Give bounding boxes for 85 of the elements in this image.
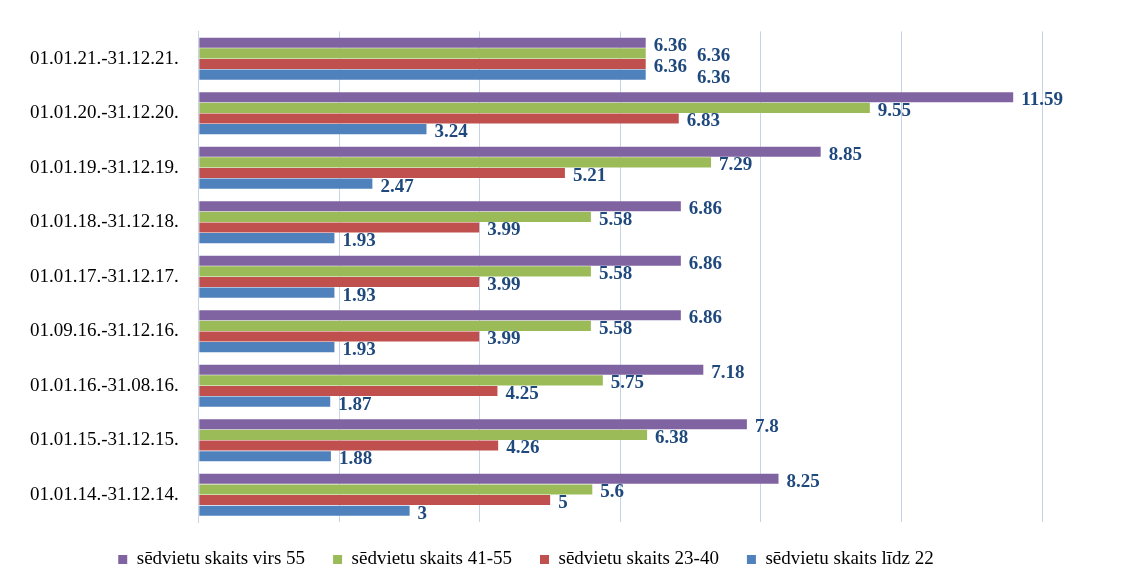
bar — [199, 113, 679, 124]
bar — [199, 255, 681, 266]
bar — [199, 495, 551, 506]
data-label: 5 — [558, 490, 568, 512]
data-label: 6.86 — [688, 197, 723, 219]
data-label: 7.29 — [719, 153, 753, 175]
data-label: 11.59 — [1021, 88, 1063, 110]
legend-label: sēdvietu skaits līdz 22 — [765, 547, 934, 569]
data-label: 6.36 — [696, 65, 731, 87]
data-label: 3.99 — [487, 272, 521, 294]
bar — [199, 178, 373, 189]
data-label: 1.93 — [342, 229, 376, 251]
data-label: 5.58 — [598, 207, 633, 229]
bar — [199, 287, 335, 298]
legend-label: sēdvietu skaits virs 55 — [136, 547, 306, 569]
data-label: 7.18 — [711, 360, 745, 382]
data-label: 5.75 — [610, 371, 645, 393]
bar — [199, 375, 603, 386]
bar — [199, 211, 591, 222]
bar — [199, 222, 480, 233]
data-label: 5.6 — [600, 480, 625, 502]
data-label: 4.26 — [506, 436, 540, 458]
data-label: 4.25 — [505, 381, 539, 403]
legend-label: sēdvietu skaits 41-55 — [351, 547, 513, 569]
data-label: 1.93 — [342, 338, 376, 360]
data-label: 8.25 — [786, 469, 820, 491]
legend-label: sēdvietu skaits 23-40 — [558, 547, 719, 569]
data-label: 8.85 — [828, 142, 862, 164]
bar — [199, 473, 779, 484]
data-label: 1.87 — [338, 392, 372, 414]
bar — [199, 233, 335, 244]
data-label: 3.99 — [487, 218, 521, 240]
data-label: 6.36 — [653, 54, 687, 76]
bar — [199, 440, 499, 451]
data-label: 9.55 — [877, 98, 912, 120]
bar — [199, 505, 410, 516]
bar — [199, 37, 646, 48]
bar — [199, 276, 480, 288]
data-label: 6.36 — [653, 33, 687, 55]
y-tick-label: 01.01.18.-31.12.18. — [30, 210, 179, 232]
y-tick-label: 01.01.19.-31.12.19. — [30, 155, 179, 177]
bar — [199, 419, 747, 430]
bar — [199, 484, 593, 495]
data-label: 3.24 — [434, 120, 469, 142]
bar — [199, 48, 646, 59]
bar — [199, 69, 646, 80]
bar — [199, 396, 331, 407]
data-label: 3.99 — [487, 327, 521, 349]
data-label: 7.8 — [754, 415, 779, 437]
y-tick-label: 01.01.16.-31.08.16. — [30, 373, 179, 395]
bar — [199, 310, 681, 321]
y-tick-label: 01.01.17.-31.12.17. — [30, 264, 179, 286]
bar — [199, 429, 648, 440]
bar — [199, 385, 498, 397]
bar — [199, 451, 331, 462]
bar — [199, 157, 712, 168]
bar — [199, 146, 821, 157]
bar — [199, 102, 870, 113]
bar — [199, 364, 704, 375]
data-label: 5.21 — [572, 163, 607, 185]
data-label: 3 — [417, 501, 428, 523]
data-label: 5.58 — [598, 262, 633, 284]
bar — [199, 167, 565, 179]
data-label: 1.88 — [338, 447, 373, 469]
bar — [199, 342, 335, 353]
data-label: 6.86 — [688, 306, 723, 328]
bar — [199, 92, 1014, 103]
data-label: 5.58 — [598, 316, 633, 338]
y-tick-label: 01.09.16.-31.12.16. — [30, 319, 179, 341]
y-tick-label: 01.01.20.-31.12.20. — [30, 101, 179, 123]
bar — [199, 331, 480, 342]
y-tick-label: 01.01.21.-31.12.21. — [30, 46, 179, 68]
data-label: 2.47 — [380, 174, 415, 196]
bar — [199, 266, 591, 277]
data-label: 6.36 — [696, 44, 731, 66]
data-label: 6.83 — [686, 109, 720, 131]
bar — [199, 58, 646, 70]
y-tick-label: 01.01.14.-31.12.14. — [30, 482, 179, 504]
data-label: 6.38 — [655, 425, 689, 447]
bar — [199, 320, 591, 331]
y-tick-label: 01.01.15.-31.12.15. — [30, 428, 179, 450]
bar — [199, 201, 681, 212]
data-label: 1.93 — [342, 283, 376, 305]
bar — [199, 124, 427, 135]
data-label: 6.86 — [688, 251, 723, 273]
